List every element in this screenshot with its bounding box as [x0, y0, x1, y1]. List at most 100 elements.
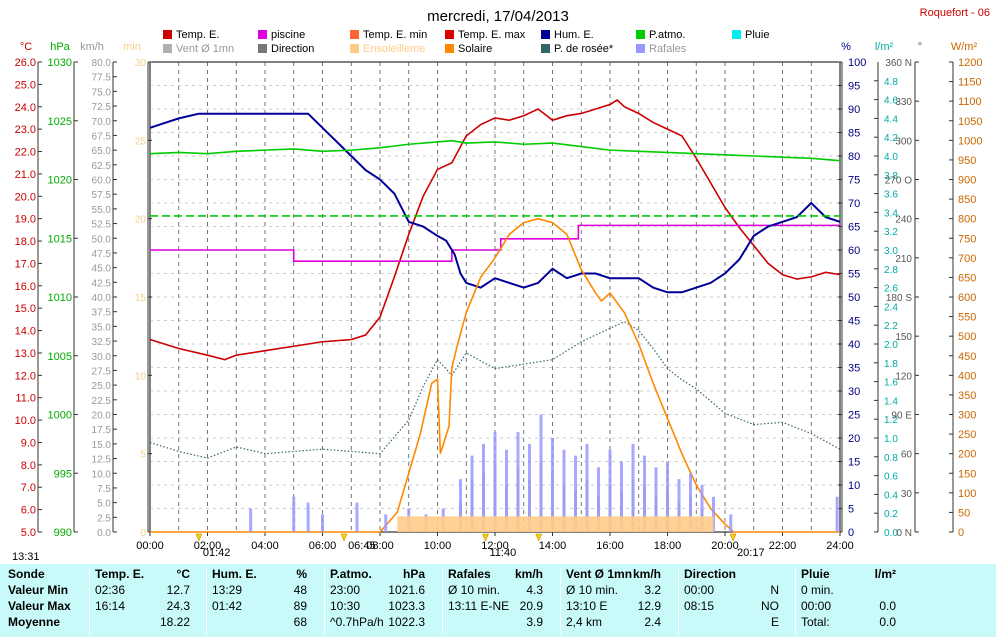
rain-tick-label: 2.0 — [884, 340, 898, 351]
summary-cell: 13:11 E-NE — [448, 599, 510, 613]
rain-tick-label: 4.6 — [884, 96, 898, 107]
legend-label: Solaire — [458, 43, 492, 55]
legend-swatch — [541, 44, 550, 53]
legend-label: Direction — [271, 43, 314, 55]
weather-chart: mercredi, 17/04/2013 Roquefort - 06 Temp… — [12, 7, 990, 560]
legend-swatch — [445, 30, 454, 39]
temp-tick-label: 6.0 — [21, 505, 36, 517]
summary-cell: Ø 10 min. — [448, 583, 501, 597]
time-tick-label: 06:00 — [309, 540, 337, 552]
summary-separator — [89, 568, 90, 634]
summary-cell: 13:29 — [212, 583, 243, 597]
summary-separator — [795, 568, 796, 634]
wind-tick-label: 7.5 — [97, 484, 111, 495]
summary-value: 0.0 — [879, 615, 896, 629]
solar-tick-label: 450 — [958, 351, 976, 363]
summary-value — [8, 614, 78, 630]
legend-swatch — [350, 30, 359, 39]
solar-tick-label: 1000 — [958, 135, 982, 147]
summary-cell: Sonde — [8, 567, 45, 581]
press-tick-label: 1005 — [48, 351, 72, 363]
solar-tick-label: 250 — [958, 429, 976, 441]
legend-swatch — [163, 44, 172, 53]
wind-tick-label: 75.0 — [92, 87, 112, 98]
legend-label: Temp. E. — [176, 29, 219, 41]
temp-tick-label: 23.0 — [15, 124, 36, 136]
wind-tick-label: 15.0 — [92, 440, 112, 451]
legend-label: Ensoleilleme — [363, 43, 425, 55]
summary-value: hPa — [402, 567, 425, 581]
wind-tick-label: 72.5 — [92, 102, 112, 113]
summary-value: 1021.6 — [388, 583, 425, 597]
rain-tick-label: 0.2 — [884, 509, 898, 520]
summary-col-1: Temp. E. °C 02:36 12.7 16:14 24.3 18.22 — [95, 564, 200, 637]
solar-tick-label: 950 — [958, 155, 976, 167]
summary-cell: Valeur Min — [8, 583, 69, 597]
summary-value: 2.4 — [644, 615, 661, 629]
summary-cell: Total: — [801, 615, 830, 629]
time-tick-label: 02:00 — [194, 540, 222, 552]
rain-tick-label: 0.8 — [884, 453, 898, 464]
temp-tick-label: 18.0 — [15, 236, 36, 248]
dir-tick-label: 90 E — [891, 411, 912, 422]
wind-tick-label: 65.0 — [92, 146, 112, 157]
summary-value: 3.9 — [526, 615, 543, 629]
event-markers: 13:31 01:42 06:45 11:40 20:17 — [12, 533, 765, 560]
rain-tick-label: 2.8 — [884, 265, 898, 276]
temp-tick-label: 8.0 — [21, 460, 36, 472]
event-marker — [195, 533, 203, 542]
press-unit-label: hPa — [50, 41, 70, 53]
legend-label: Pluie — [745, 29, 769, 41]
summary-cell: 00:00 — [801, 599, 832, 613]
hum-tick-label: 15 — [848, 457, 860, 469]
summary-separator — [324, 568, 325, 634]
legend-label: Temp. E. max — [458, 29, 526, 41]
solar-tick-label: 100 — [958, 488, 976, 500]
solar-tick-label: 50 — [958, 507, 970, 519]
press-tick-label: 990 — [54, 527, 72, 539]
legend-label: piscine — [271, 29, 305, 41]
temp-tick-label: 22.0 — [15, 147, 36, 159]
rain-tick-label: 3.4 — [884, 208, 898, 219]
rain-tick-label: 3.6 — [884, 190, 898, 201]
time-tick-label: 08:00 — [366, 540, 394, 552]
summary-cell: Vent Ø 1mn — [566, 567, 633, 581]
solar-tick-label: 150 — [958, 468, 976, 480]
summary-col-0: Sonde Valeur Min Valeur Max Moyenne — [8, 564, 88, 637]
summary-cell: Ø 10 min. — [566, 583, 619, 597]
wind-tick-label: 47.5 — [92, 249, 112, 260]
wind-tick-label: 17.5 — [92, 425, 112, 436]
time-tick-label: 18:00 — [654, 540, 682, 552]
event-label: 13:31 — [12, 551, 40, 560]
rain-tick-label: 1.8 — [884, 359, 898, 370]
rain-tick-label: 1.0 — [884, 434, 898, 445]
legend: Temp. E. piscine Temp. E. min Temp. E. max H… — [163, 29, 769, 55]
summary-col-4: Rafales km/h Ø 10 min. 4.3 13:11 E-NE 20.9 3.9 — [448, 564, 553, 637]
summary-value: 18.22 — [159, 615, 190, 629]
hum-tick-label: 40 — [848, 339, 860, 351]
summary-value: 12.7 — [166, 583, 190, 597]
series-line — [149, 99, 841, 361]
hum-tick-label: 30 — [848, 386, 860, 398]
summary-cell: 00:00 — [684, 583, 715, 597]
hum-unit-label: % — [841, 41, 851, 53]
solar-tick-label: 1200 — [958, 57, 982, 69]
summary-value: 48 — [293, 583, 307, 597]
summary-separator — [442, 568, 443, 634]
dir-tick-label: 330 — [895, 97, 912, 108]
wind-tick-label: 77.5 — [92, 73, 112, 84]
temp-tick-label: 10.0 — [15, 415, 36, 427]
solar-tick-label: 650 — [958, 272, 976, 284]
press-tick-label: 1030 — [48, 57, 72, 69]
event-label: 20:17 — [737, 547, 765, 559]
summary-col-3: P.atmo. hPa 23:00 1021.6 10:30 1023.3 ^0.7hPa/… — [330, 564, 435, 637]
solar-tick-label: 1150 — [958, 77, 982, 89]
summary-cell: Direction — [684, 567, 737, 581]
rain-tick-label: 2.6 — [884, 284, 898, 295]
rain-tick-label: 0.4 — [884, 490, 898, 501]
hum-tick-label: 60 — [848, 245, 860, 257]
press-tick-label: 1015 — [48, 233, 72, 245]
legend-swatch — [636, 30, 645, 39]
axes: 5.0 6.0 7.0 8.0 9.0 10.0 11.0 12.0 13.0 14.0 15.0 1… — [15, 41, 983, 552]
series-line — [149, 139, 841, 162]
